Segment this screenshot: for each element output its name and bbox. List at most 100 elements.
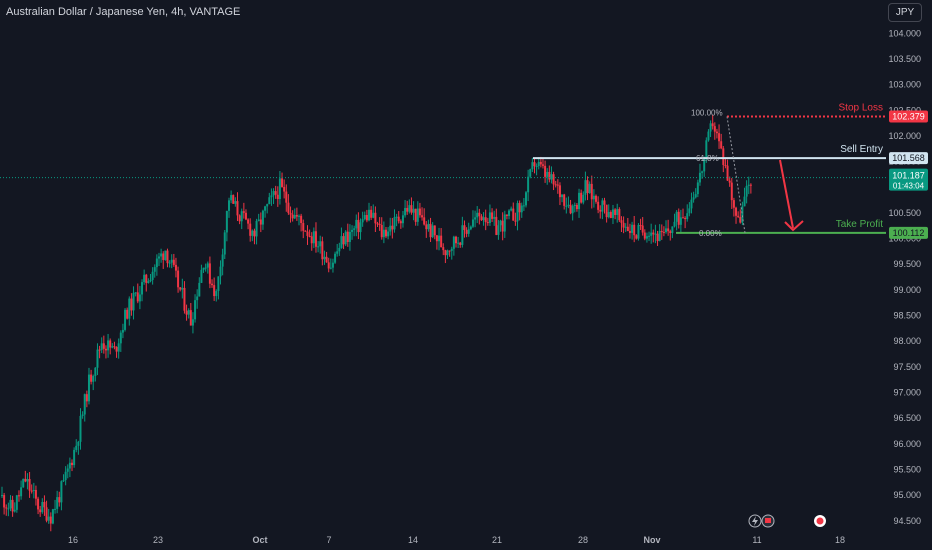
candle-body: [181, 287, 184, 290]
candle-body: [414, 208, 417, 222]
candle-body: [503, 214, 506, 232]
candle-body: [601, 200, 604, 212]
candle-body: [463, 225, 466, 231]
candle-body: [622, 222, 625, 228]
y-tick-label: 104.000: [888, 28, 921, 38]
candle-body: [686, 213, 689, 220]
candle-body: [113, 346, 116, 348]
candle-body: [312, 231, 315, 244]
candle-body: [624, 226, 627, 228]
candle-body: [41, 502, 44, 513]
y-tick-label: 96.000: [893, 439, 921, 449]
candle-body: [149, 279, 152, 282]
candle-body: [179, 287, 182, 290]
candle-body: [26, 479, 29, 482]
candle-body: [732, 200, 735, 208]
candle-body: [227, 200, 230, 211]
candle-body: [287, 202, 290, 213]
candle-body: [177, 270, 180, 288]
candle-body: [491, 212, 494, 219]
candle-body: [242, 211, 245, 213]
candle-body: [471, 219, 474, 227]
candle-body: [611, 209, 614, 218]
candle-body: [126, 309, 129, 319]
time-axis[interactable]: 16 23 Oct 7 14 21 28 Nov 11 18: [68, 535, 845, 545]
candle-body: [715, 131, 718, 134]
candles-layer: [1, 115, 752, 532]
candle-body: [673, 221, 676, 227]
candle-body: [688, 208, 691, 214]
candle-body: [522, 205, 525, 207]
candle-body: [56, 497, 59, 509]
stop-loss-label: Stop Loss: [839, 102, 883, 113]
candle-body: [338, 247, 341, 252]
price-axis[interactable]: 94.500 95.000 95.500 96.000 96.500 97.000 97.5…: [888, 28, 921, 526]
candle-body: [257, 219, 260, 221]
candle-body: [64, 471, 67, 481]
candle-body: [77, 441, 80, 446]
candle-body: [416, 208, 419, 222]
sell-arrow-head: [784, 220, 804, 232]
candle-body: [100, 343, 103, 350]
candle-body: [39, 509, 42, 513]
candle-body: [497, 225, 500, 235]
candle-body: [677, 211, 680, 225]
candle-body: [211, 283, 214, 286]
candle-body: [117, 343, 120, 352]
candle-body: [639, 225, 642, 227]
bottom-icons[interactable]: [748, 514, 826, 528]
x-tick-label: 16: [68, 535, 78, 545]
candle-body: [467, 229, 470, 234]
candle-body: [747, 184, 750, 186]
candle-body: [393, 217, 396, 230]
candle-body: [544, 165, 547, 177]
candle-body: [109, 340, 112, 348]
candle-body: [232, 195, 235, 204]
candle-body: [412, 208, 415, 213]
candle-body: [499, 220, 502, 226]
candle-body: [382, 229, 385, 238]
candle-body: [637, 225, 640, 239]
currency-button[interactable]: JPY: [888, 3, 922, 22]
candle-body: [575, 204, 578, 210]
candle-body: [329, 267, 332, 269]
candle-body: [71, 462, 74, 466]
candle-body: [310, 236, 313, 244]
candle-body: [556, 184, 559, 186]
candle-body: [484, 217, 487, 223]
candle-body: [452, 236, 455, 249]
candle-body: [737, 215, 740, 217]
flag-icon: [761, 514, 775, 528]
candle-body: [119, 332, 122, 344]
candle-body: [168, 262, 171, 264]
candle-body: [90, 374, 93, 382]
candle-body: [406, 207, 409, 212]
candle-body: [628, 231, 631, 233]
fib-bottom-label: 0.00%: [699, 229, 722, 238]
x-tick-label: 14: [408, 535, 418, 545]
candle-body: [200, 269, 203, 283]
candle-body: [658, 230, 661, 242]
y-tick-label: 103.000: [888, 80, 921, 90]
candle-body: [302, 223, 305, 231]
overlays-layer: 100.00% 61.8% 0.00% Stop Loss Sell Entry Take…: [0, 102, 886, 238]
candle-body: [546, 171, 549, 177]
candle-body: [24, 478, 27, 482]
candle-body: [609, 212, 612, 218]
take-profit-label: Take Profit: [836, 219, 883, 230]
candle-body: [244, 212, 247, 220]
candle-body: [234, 201, 237, 204]
last-price-countdown: 01:43:04: [893, 182, 925, 191]
candle-body: [136, 292, 139, 302]
sell-entry-price-tag: 101.568: [892, 153, 925, 163]
candle-body: [348, 231, 351, 243]
candle-body: [298, 215, 301, 217]
candle-body: [635, 235, 638, 239]
candle-body: [749, 184, 752, 186]
candle-body: [363, 215, 366, 220]
candle-body: [196, 296, 199, 301]
candle-body: [147, 281, 150, 283]
candle-body: [342, 236, 345, 245]
candle-body: [552, 174, 555, 185]
